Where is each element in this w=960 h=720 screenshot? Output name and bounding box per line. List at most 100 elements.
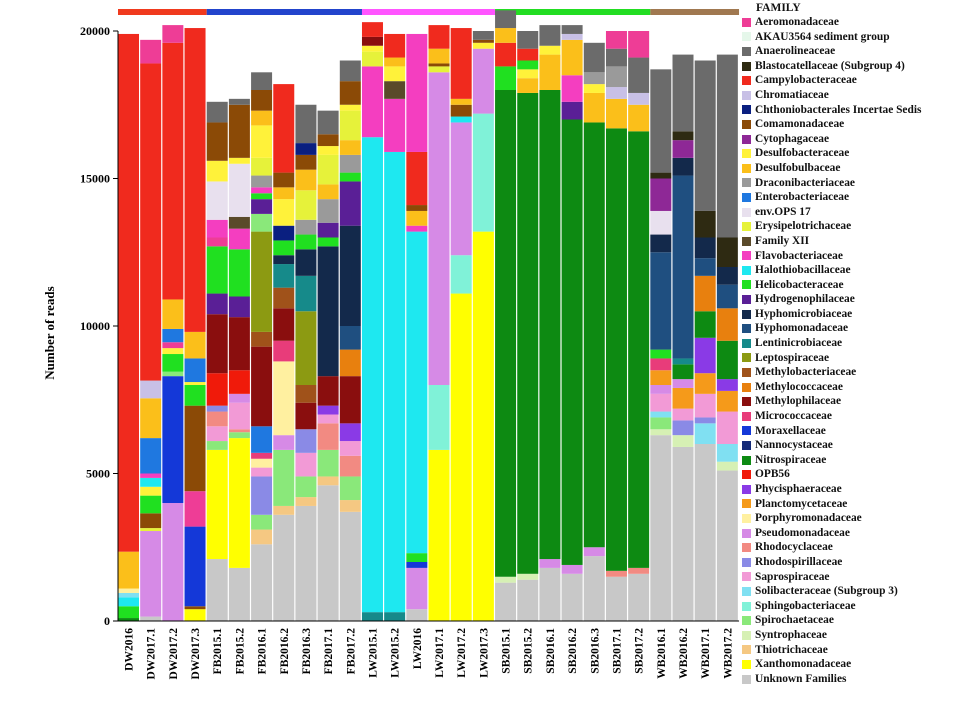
bar-segment: Saprospiraceae (206, 426, 228, 442)
bar-segment: Porphyromonadaceae (273, 361, 295, 436)
legend-item: Helicobacteraceae (742, 278, 960, 293)
legend-label: Aeromonadaceae (755, 16, 839, 28)
legend-item: Enterobacteriaceae (742, 190, 960, 205)
bar-segment: Enterobacteriaceae (162, 328, 184, 343)
bar-segment: Methylobacteriaceae (251, 331, 273, 347)
legend-swatch (742, 659, 751, 669)
bar-segment: Spirochaetaceae (295, 476, 317, 498)
legend-label: Halothiobacillaceae (755, 264, 851, 277)
bar-segment: Chromatiaceae (628, 92, 650, 105)
bar-segment: Anaerolineaceae (339, 60, 361, 82)
bar-segment: Enterobacteriaceae (184, 358, 206, 383)
bar-segment: Nitrospiraceae (539, 90, 561, 560)
legend-swatch (742, 411, 751, 421)
legend-swatch (742, 119, 751, 129)
bar-segment: Leptospiraceae (251, 231, 273, 332)
legend-label: Planctomycetaceae (755, 497, 848, 510)
bar-segment: Methylophilaceae (206, 314, 228, 374)
legend-swatch (742, 382, 751, 392)
legend-item: Rhodocyclaceae (742, 540, 960, 555)
legend-item: Erysipelotrichaceae (742, 219, 960, 234)
bar-segment: Hyphomicrobiaceae (273, 255, 295, 265)
bar-segment: Nitrospiraceae (583, 122, 605, 548)
legend-item: Syntrophaceae (742, 628, 960, 643)
legend-item: Chthoniobacterales Incertae Sedis (742, 103, 960, 118)
bar-segment: Unknown Families (339, 511, 361, 621)
bar-segment: Anaerolineaceae (251, 72, 273, 90)
legend-item: AKAU3564 sediment group (742, 30, 960, 45)
bar-segment: Phycisphaeraceae (317, 405, 339, 415)
legend-label: Hyphomonadaceae (755, 322, 849, 335)
x-tick-label: WB2017.2 (722, 628, 734, 679)
bar-segment: Lentinicrobiaceae (672, 358, 694, 365)
bar-segment: Enterobacteriaceae (140, 438, 162, 474)
bar-segment: Blastocatellaceae (Subgroup 4) (694, 210, 716, 238)
x-tick-label: SB2016.2 (567, 628, 579, 674)
legend-label: Syntrophaceae (755, 628, 827, 641)
legend-swatch (742, 222, 751, 232)
bar-segment: Unknown Families (650, 435, 672, 621)
bar-segment: Desulfobacteraceae (517, 69, 539, 79)
bar-segment: Erysipelotrichaceae (428, 66, 450, 73)
bar-segment: Campylobacteraceae (450, 28, 472, 99)
bar-segment: Comamonadaceae (206, 122, 228, 161)
bar-segment: Desulfobacteraceae (384, 66, 406, 82)
bar-segment: Flavobacteriaceae (406, 33, 428, 152)
bar-segment: Saprospiraceae (317, 414, 339, 424)
legend-swatch (742, 105, 751, 115)
bar-segment: Unknown Families (206, 559, 228, 621)
bar-segment: Pseudomonadaceae (406, 567, 428, 610)
legend-swatch (742, 470, 751, 480)
group-bar-wb (650, 9, 740, 15)
legend-item: Moraxellaceae (742, 424, 960, 439)
bar-segment: Campylobacteraceae (140, 63, 162, 381)
bar-segment: Rhodocyclaceae (317, 423, 339, 450)
legend-label: Hyphomicrobiaceae (755, 307, 853, 320)
legend-item: Leptospiraceae (742, 351, 960, 366)
bar-segment: Hyphomicrobiaceae (295, 249, 317, 276)
bar-segment: Campylobacteraceae (118, 33, 139, 552)
bar-segment: Halothiobacillaceae (118, 597, 139, 607)
bar-segment: Cytophagaceae (650, 178, 672, 211)
legend-swatch (742, 513, 751, 523)
legend-swatch (742, 90, 751, 100)
x-tick-label: FB2017.1 (323, 628, 335, 675)
bar-segment: Anaerolineaceae (628, 57, 650, 93)
bar-segment: Hydrogenophilaceae (251, 199, 273, 214)
legend-item: Hyphomicrobiaceae (742, 307, 960, 322)
x-tick-label: SB2016.1 (545, 628, 557, 674)
bar-segment: Erysipelotrichaceae (295, 190, 317, 220)
bar-segment: Unknown Families (561, 573, 583, 621)
bar-segment: Comamonadaceae (317, 134, 339, 147)
bar-segment: Rhodocyclaceae (206, 411, 228, 427)
bar-segment: Helicobacteraceae (317, 237, 339, 247)
bar-segment: Desulfobulbaceae (539, 54, 561, 90)
legend-label: Chromatiaceae (755, 88, 829, 101)
bar-segment: Pseudomonadaceae (228, 393, 250, 403)
legend-item: Desulfobacteraceae (742, 146, 960, 161)
bar-segment: Pseudomonadaceae (273, 435, 295, 450)
legend-swatch (742, 134, 751, 144)
legend-swatch (742, 178, 751, 188)
bar-segment: Spirochaetaceae (228, 432, 250, 439)
bar-segment: Unknown Families (251, 544, 273, 621)
bar-segment: Helicobacteraceae (517, 60, 539, 70)
bar-segment: Desulfobulbaceae (317, 184, 339, 200)
bar-segment: env.OPS 17 (228, 163, 250, 217)
legend-swatch (742, 32, 751, 42)
legend-item: Micrococcaceae (742, 409, 960, 424)
bar-segment: Spirochaetaceae (162, 371, 184, 377)
bar-segment: Hydrogenophilaceae (228, 296, 250, 318)
x-tick-label: FB2015.2 (234, 628, 246, 675)
bar-segment: Unknown Families (317, 485, 339, 621)
bar-segment: Campylobacteraceae (495, 42, 517, 67)
x-tick-label: SB2015.2 (523, 628, 535, 674)
legend-swatch (742, 17, 751, 27)
bar-segment: Comamonadaceae (184, 405, 206, 492)
bar-segment: Aeromonadaceae (628, 31, 650, 58)
bar-segment: Helicobacteraceae (406, 553, 428, 562)
x-tick-label: WB2016.2 (678, 628, 690, 679)
bar-segment: Hydrogenophilaceae (561, 101, 583, 120)
legend: FAMILY Aeromonadaceae AKAU3564 sediment g… (742, 2, 960, 686)
group-color-bars (118, 9, 740, 15)
